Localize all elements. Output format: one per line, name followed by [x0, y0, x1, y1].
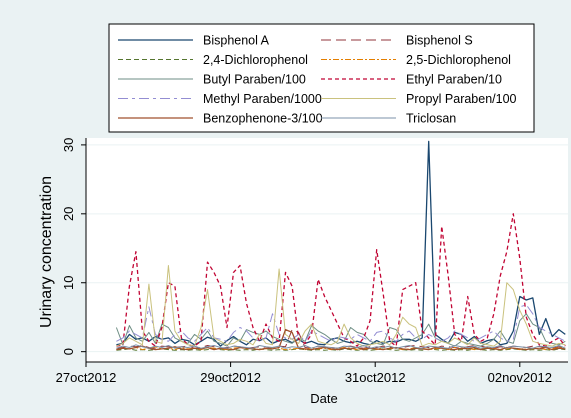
legend-label: Triclosan — [406, 112, 456, 126]
axes — [85, 138, 568, 363]
legend-label: Bisphenol A — [203, 34, 270, 48]
x-tick-label: 29oct2012 — [200, 370, 261, 385]
y-tick-label: 0 — [61, 348, 76, 355]
grid-lines — [86, 144, 568, 353]
series-line-9 — [116, 328, 566, 351]
series-line-5 — [115, 313, 566, 347]
plot-area — [86, 138, 568, 362]
series-line-1 — [116, 140, 566, 347]
legend-label: Ethyl Paraben/10 — [406, 73, 502, 87]
y-tick-label: 30 — [61, 138, 76, 152]
x-tick-label: 27oct2012 — [56, 370, 117, 385]
tick-labels: 0 10 20 30 27oct2012 29oct2012 31oct2012 02nov2… — [56, 138, 552, 385]
y-tick-label: 20 — [61, 207, 76, 221]
legend-label: Butyl Paraben/100 — [203, 73, 306, 87]
x-tick-label: 02nov2012 — [488, 370, 552, 385]
y-tick-label: 10 — [61, 276, 76, 290]
series-group — [115, 140, 566, 351]
legend-label: Methyl Paraben/1000 — [203, 92, 322, 106]
x-axis-title: Date — [310, 391, 337, 406]
legend: Bisphenol A Bisphenol S 2,4-Dichlorophenol… — [118, 34, 517, 126]
y-axis-title: Urinary concentration — [38, 176, 55, 328]
series-line-10 — [116, 344, 566, 349]
legend-box — [108, 23, 535, 133]
series-line-8 — [116, 265, 566, 347]
series-line-3 — [116, 348, 566, 351]
legend-label: Propyl Paraben/100 — [406, 92, 517, 106]
legend-label: Bisphenol S — [406, 34, 473, 48]
legend-label: 2,4-Dichlorophenol — [203, 53, 308, 67]
legend-label: Benzophenone-3/100 — [203, 112, 323, 126]
legend-label: 2,5-Dichlorophenol — [406, 53, 511, 67]
x-tick-label: 31oct2012 — [345, 370, 406, 385]
series-line-7 — [116, 304, 566, 342]
